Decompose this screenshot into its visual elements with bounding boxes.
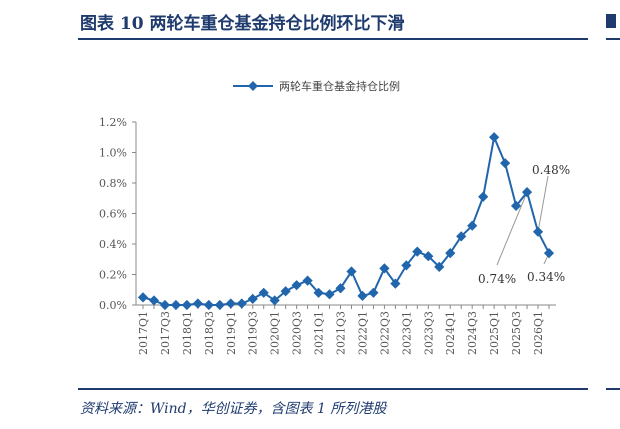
annotation-0.48: 0.48%	[532, 163, 570, 177]
data-point	[467, 220, 478, 231]
legend-marker-swatch	[248, 81, 258, 91]
x-tick-label: 2019Q3	[247, 311, 260, 355]
data-point	[357, 290, 368, 301]
annotation-leader-0.48	[537, 175, 549, 232]
data-point	[170, 299, 182, 311]
x-tick-label: 2020Q3	[291, 311, 304, 355]
data-point	[521, 187, 533, 198]
legend-label: 两轮车重仓基金持仓比例	[279, 79, 400, 93]
data-point	[280, 286, 291, 297]
data-point	[401, 260, 412, 271]
data-point	[247, 293, 258, 304]
x-tick-label: 2018Q1	[181, 311, 194, 355]
x-tick-label: 2017Q1	[137, 311, 150, 355]
x-tick-label: 2023Q3	[422, 311, 435, 355]
data-point	[214, 299, 225, 311]
data-point	[236, 298, 247, 309]
adjacent-figure-bottom-rule	[606, 388, 620, 390]
y-tick-label: 1.2%	[99, 116, 127, 129]
data-point	[269, 295, 280, 306]
data-point	[500, 158, 511, 169]
data-point	[379, 263, 390, 274]
series-markers	[137, 132, 555, 311]
data-point	[302, 275, 313, 286]
y-tick-label: 0.6%	[99, 208, 127, 221]
data-point	[225, 298, 236, 309]
data-point	[324, 289, 335, 300]
figure-title: 图表 10 两轮车重仓基金持仓比例环比下滑	[80, 14, 405, 34]
annotation-leader-0.74	[496, 191, 528, 266]
x-tick-label: 2022Q1	[356, 311, 369, 355]
x-tick-label: 2024Q3	[466, 311, 479, 355]
y-axis-ticks: 0.0% 0.2% 0.4% 0.6% 0.8% 1.0% 1.2%	[99, 116, 136, 312]
x-tick-label: 2020Q1	[269, 311, 282, 355]
y-tick-label: 1.0%	[99, 147, 127, 160]
y-tick-label: 0.8%	[99, 177, 127, 190]
x-tick-label: 2017Q3	[159, 311, 172, 355]
data-point	[412, 246, 423, 257]
data-point	[159, 299, 171, 311]
footer-rule	[78, 388, 588, 390]
y-tick-label: 0.2%	[99, 269, 127, 282]
x-tick-label: 2025Q3	[510, 311, 523, 355]
data-point	[532, 226, 544, 237]
data-point	[445, 248, 456, 259]
data-point	[368, 287, 379, 298]
x-tick-label: 2019Q1	[225, 311, 238, 355]
x-axis-ticks: 2017Q1 2017Q3 2018Q1 2018Q3 2019Q1 2019Q3 2020…	[137, 305, 550, 355]
x-tick-label: 2021Q3	[335, 311, 348, 355]
adjacent-figure-rule	[606, 38, 620, 40]
data-point	[181, 299, 192, 311]
adjacent-figure-mark	[606, 14, 616, 28]
source-note: 资料来源：Wind，华创证券，含图表 1 所列港股	[80, 401, 387, 417]
annotations: 0.48% 0.74% 0.34%	[478, 163, 570, 286]
x-tick-label: 2018Q3	[203, 311, 216, 355]
data-point	[478, 191, 489, 202]
data-point	[346, 266, 357, 277]
data-point	[291, 280, 302, 291]
x-tick-label: 2022Q3	[378, 311, 391, 355]
annotation-0.74: 0.74%	[478, 272, 516, 286]
legend: 两轮车重仓基金持仓比例	[233, 79, 400, 93]
data-point	[137, 292, 149, 303]
x-tick-label: 2024Q1	[444, 311, 457, 355]
x-tick-label: 2025Q1	[488, 311, 501, 355]
data-point	[148, 295, 160, 306]
annotation-0.34: 0.34%	[527, 270, 565, 284]
line-chart: 两轮车重仓基金持仓比例 0.0% 0.2% 0.4% 0.6% 0.8% 1.0% 1.2%…	[99, 79, 570, 355]
data-point	[258, 287, 269, 298]
data-point	[543, 248, 555, 259]
y-tick-label: 0.0%	[99, 299, 127, 312]
data-point	[423, 251, 434, 262]
data-point	[203, 299, 214, 311]
title-rule	[78, 38, 588, 40]
data-point	[390, 278, 401, 289]
x-tick-label: 2026Q1	[532, 311, 545, 355]
data-point	[192, 298, 203, 309]
data-point	[313, 287, 324, 298]
data-point	[335, 283, 346, 294]
y-tick-label: 0.4%	[99, 238, 127, 251]
data-point	[434, 261, 445, 272]
x-tick-label: 2023Q1	[400, 311, 413, 355]
x-tick-label: 2021Q1	[313, 311, 326, 355]
data-point	[489, 132, 500, 143]
